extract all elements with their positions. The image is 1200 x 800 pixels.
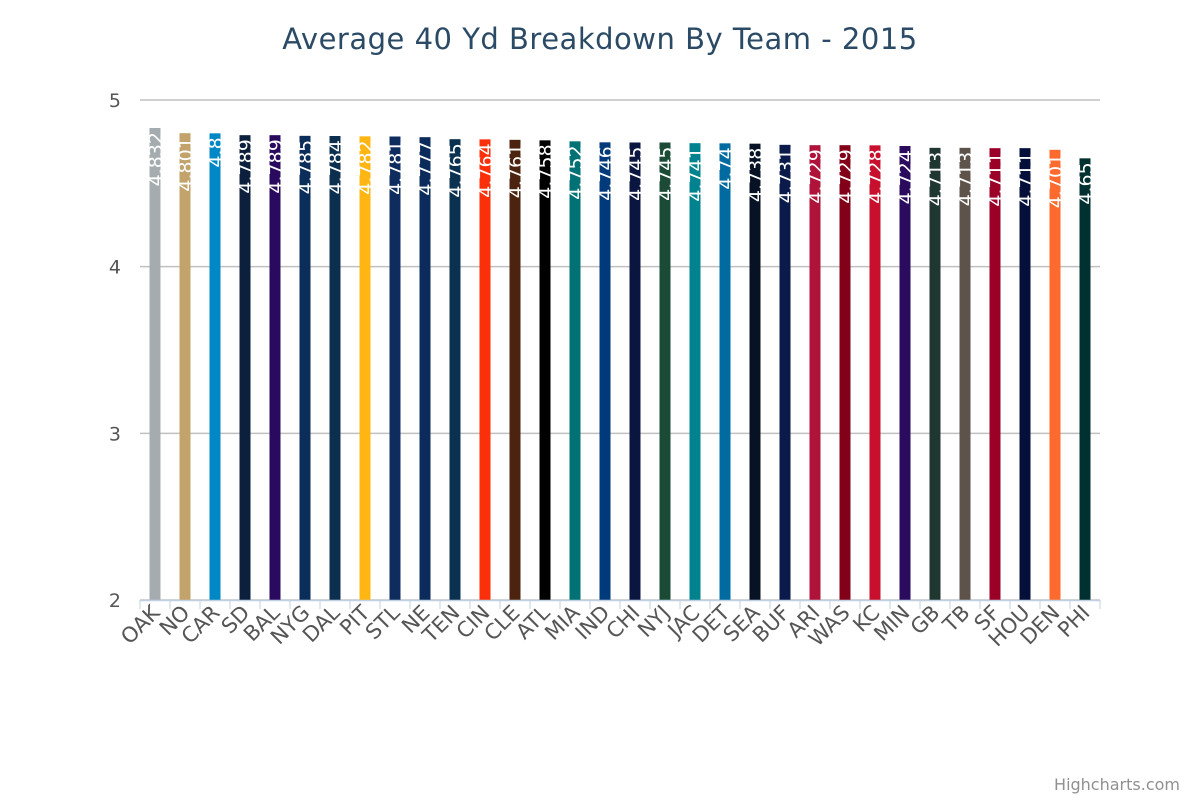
data-label: 4.65: [1075, 162, 1097, 204]
y-tick-label: 4: [109, 257, 121, 279]
data-label: 4.777: [415, 141, 437, 195]
x-tick-label: PHI: [1053, 601, 1094, 642]
bar-dal[interactable]: [329, 136, 341, 600]
data-label: 4.801: [175, 137, 197, 191]
bar-cle[interactable]: [509, 139, 521, 601]
bar-stl[interactable]: [389, 136, 401, 601]
bar-gb[interactable]: [929, 147, 941, 601]
bar-buf[interactable]: [779, 144, 791, 601]
data-label: 4.765: [445, 143, 467, 197]
data-label: 4.729: [835, 149, 857, 203]
data-label: 4.728: [865, 149, 887, 203]
chart-title: Average 40 Yd Breakdown By Team - 2015: [282, 22, 917, 56]
bar-sd[interactable]: [239, 135, 251, 600]
data-label: 4.731: [775, 149, 797, 203]
data-label: 4.724: [895, 150, 917, 204]
data-label: 4.764: [475, 143, 497, 197]
data-label: 4.781: [385, 141, 407, 195]
credits-link[interactable]: Highcharts.com: [1054, 775, 1180, 794]
data-labels: 4.832 4.801 4.8 4.789 4.789 4.785 4.784 4.782 4.…: [145, 132, 1097, 208]
bar-ne[interactable]: [419, 137, 431, 600]
y-tick-label: 5: [109, 90, 121, 112]
bar-det[interactable]: [719, 143, 731, 601]
bar-ari[interactable]: [809, 145, 821, 600]
bar-oak[interactable]: [149, 128, 161, 600]
bar-nyj[interactable]: [659, 142, 671, 601]
bar-ten[interactable]: [449, 139, 461, 600]
bar-bal[interactable]: [269, 135, 281, 600]
y-tick-label: 2: [109, 590, 121, 612]
bar-phi[interactable]: [1079, 158, 1091, 601]
data-label: 4.729: [805, 149, 827, 203]
bar-pit[interactable]: [359, 136, 371, 601]
data-label: 4.832: [145, 132, 167, 186]
y-tick-label: 3: [109, 423, 121, 445]
data-label: 4.784: [325, 140, 347, 194]
bar-den[interactable]: [1049, 149, 1061, 601]
bar-sf[interactable]: [989, 148, 1001, 600]
bar-no[interactable]: [179, 133, 191, 600]
bar-tb[interactable]: [959, 147, 971, 601]
bar-car[interactable]: [209, 133, 221, 601]
bar-nyg[interactable]: [299, 135, 311, 601]
bar-atl[interactable]: [539, 140, 551, 601]
data-label: 4.738: [745, 148, 767, 202]
data-label: 4.758: [535, 144, 557, 198]
data-label: 4.789: [265, 139, 287, 193]
data-label: 4.745: [625, 147, 647, 201]
y-axis: 2 3 4 5: [109, 90, 121, 612]
data-label: 4.713: [955, 152, 977, 206]
bar-mia[interactable]: [569, 141, 581, 601]
data-label: 4.789: [235, 139, 257, 193]
data-label: 4.713: [925, 152, 947, 206]
data-label: 4.711: [985, 152, 1007, 206]
bar-chi[interactable]: [629, 142, 641, 601]
data-label: 4.745: [655, 147, 677, 201]
bar-hou[interactable]: [1019, 148, 1031, 600]
data-label: 4.785: [295, 140, 317, 194]
bar-jac[interactable]: [689, 143, 701, 600]
bar-cin[interactable]: [479, 139, 491, 601]
data-label: 4.74: [715, 147, 737, 189]
data-label: 4.701: [1045, 154, 1067, 208]
data-label: 4.752: [565, 145, 587, 199]
bar-ind[interactable]: [599, 142, 611, 601]
data-label: 4.746: [595, 146, 617, 200]
data-label: 4.782: [355, 140, 377, 194]
bar-min[interactable]: [899, 146, 911, 600]
data-label: 4.711: [1015, 152, 1037, 206]
bar-sea[interactable]: [749, 143, 761, 600]
bar-kc[interactable]: [869, 145, 881, 601]
data-label: 4.761: [505, 144, 527, 198]
data-label: 4.8: [205, 137, 227, 167]
x-axis: OAKNOCARSDBALNYGDALPITSTLNETENCINCLEATLM…: [116, 600, 1101, 651]
bar-was[interactable]: [839, 145, 851, 600]
bar-series: [149, 128, 1091, 601]
data-label: 4.741: [685, 147, 707, 201]
